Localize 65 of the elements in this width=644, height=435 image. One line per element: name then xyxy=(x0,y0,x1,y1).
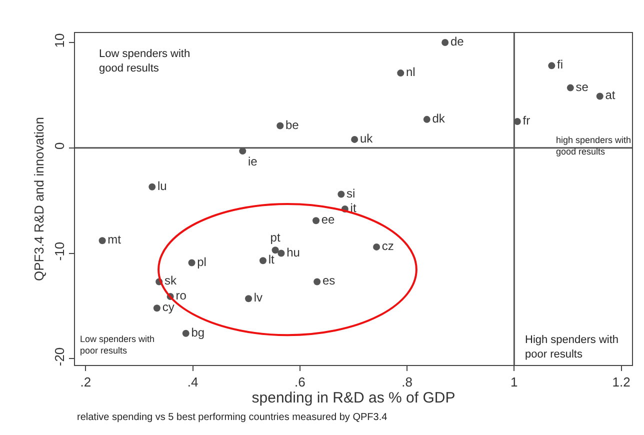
series-label: mt xyxy=(108,232,122,247)
point xyxy=(397,70,404,77)
series-label: fi xyxy=(557,58,564,72)
series-label: uk xyxy=(360,131,374,146)
series-label: at xyxy=(605,88,616,102)
series-label: fr xyxy=(522,114,530,128)
point xyxy=(259,257,266,264)
series-label: ro xyxy=(176,288,187,302)
point xyxy=(272,246,279,254)
point xyxy=(276,122,284,130)
point xyxy=(373,243,380,250)
series-label: lt xyxy=(268,252,276,267)
point xyxy=(148,183,156,190)
series-label: pl xyxy=(197,254,206,269)
y-tick-label: -10 xyxy=(52,242,67,261)
y-tick-label: 10 xyxy=(52,33,67,48)
point xyxy=(239,148,246,155)
series-label: nl xyxy=(406,65,416,80)
point xyxy=(278,250,285,257)
series-label: se xyxy=(576,80,589,94)
point xyxy=(566,84,574,92)
point xyxy=(182,330,190,337)
series-label: cz xyxy=(382,238,394,253)
point xyxy=(442,38,449,46)
x-tick-label: .6 xyxy=(294,374,306,390)
series-label: si xyxy=(346,186,356,200)
y-axis-title: QPF3.4 R&D and innovation xyxy=(32,116,47,282)
series-label: ee xyxy=(321,212,336,227)
series-label: bg xyxy=(191,325,205,340)
series-label: cy xyxy=(162,300,174,314)
x-tick-label: .2 xyxy=(80,374,92,390)
point xyxy=(245,295,252,302)
x-tick-label: 1.2 xyxy=(612,374,630,390)
point xyxy=(338,190,345,198)
series-label: dk xyxy=(432,111,446,126)
point xyxy=(423,116,430,123)
series-label: es xyxy=(322,274,336,288)
point xyxy=(314,278,321,286)
series-label: de xyxy=(450,34,464,48)
point xyxy=(188,259,196,266)
series-label: it xyxy=(350,201,357,216)
series-label: pt xyxy=(270,230,281,245)
series-label: hu xyxy=(286,245,300,260)
series-label: lu xyxy=(157,178,167,193)
y-tick-label: -20 xyxy=(52,347,67,366)
annotation: high spenders with good results xyxy=(556,135,632,157)
annotation: High spenders with poor results xyxy=(525,334,619,360)
x-tick-label: 1 xyxy=(510,374,518,390)
annotation: Low spenders with good results xyxy=(99,48,190,74)
text: relative spending vs 5 best performing countries measured by QPF3.4 xyxy=(77,412,388,423)
y-tick-label: 0 xyxy=(52,142,67,150)
series-label: lv xyxy=(254,290,263,305)
x-axis-title: spending in R&D as % of GDP xyxy=(252,390,456,407)
point xyxy=(351,136,358,143)
annotation: Low spenders with poor results xyxy=(80,334,155,356)
series-label: sk xyxy=(164,274,178,288)
series-label: be xyxy=(286,118,300,132)
point xyxy=(548,62,556,70)
point xyxy=(98,237,106,244)
point xyxy=(312,217,320,224)
series-label: ie xyxy=(248,154,258,168)
x-tick-label: .8 xyxy=(402,374,412,390)
point xyxy=(153,304,160,312)
point xyxy=(596,92,604,100)
x-tick-label: .4 xyxy=(187,374,198,390)
